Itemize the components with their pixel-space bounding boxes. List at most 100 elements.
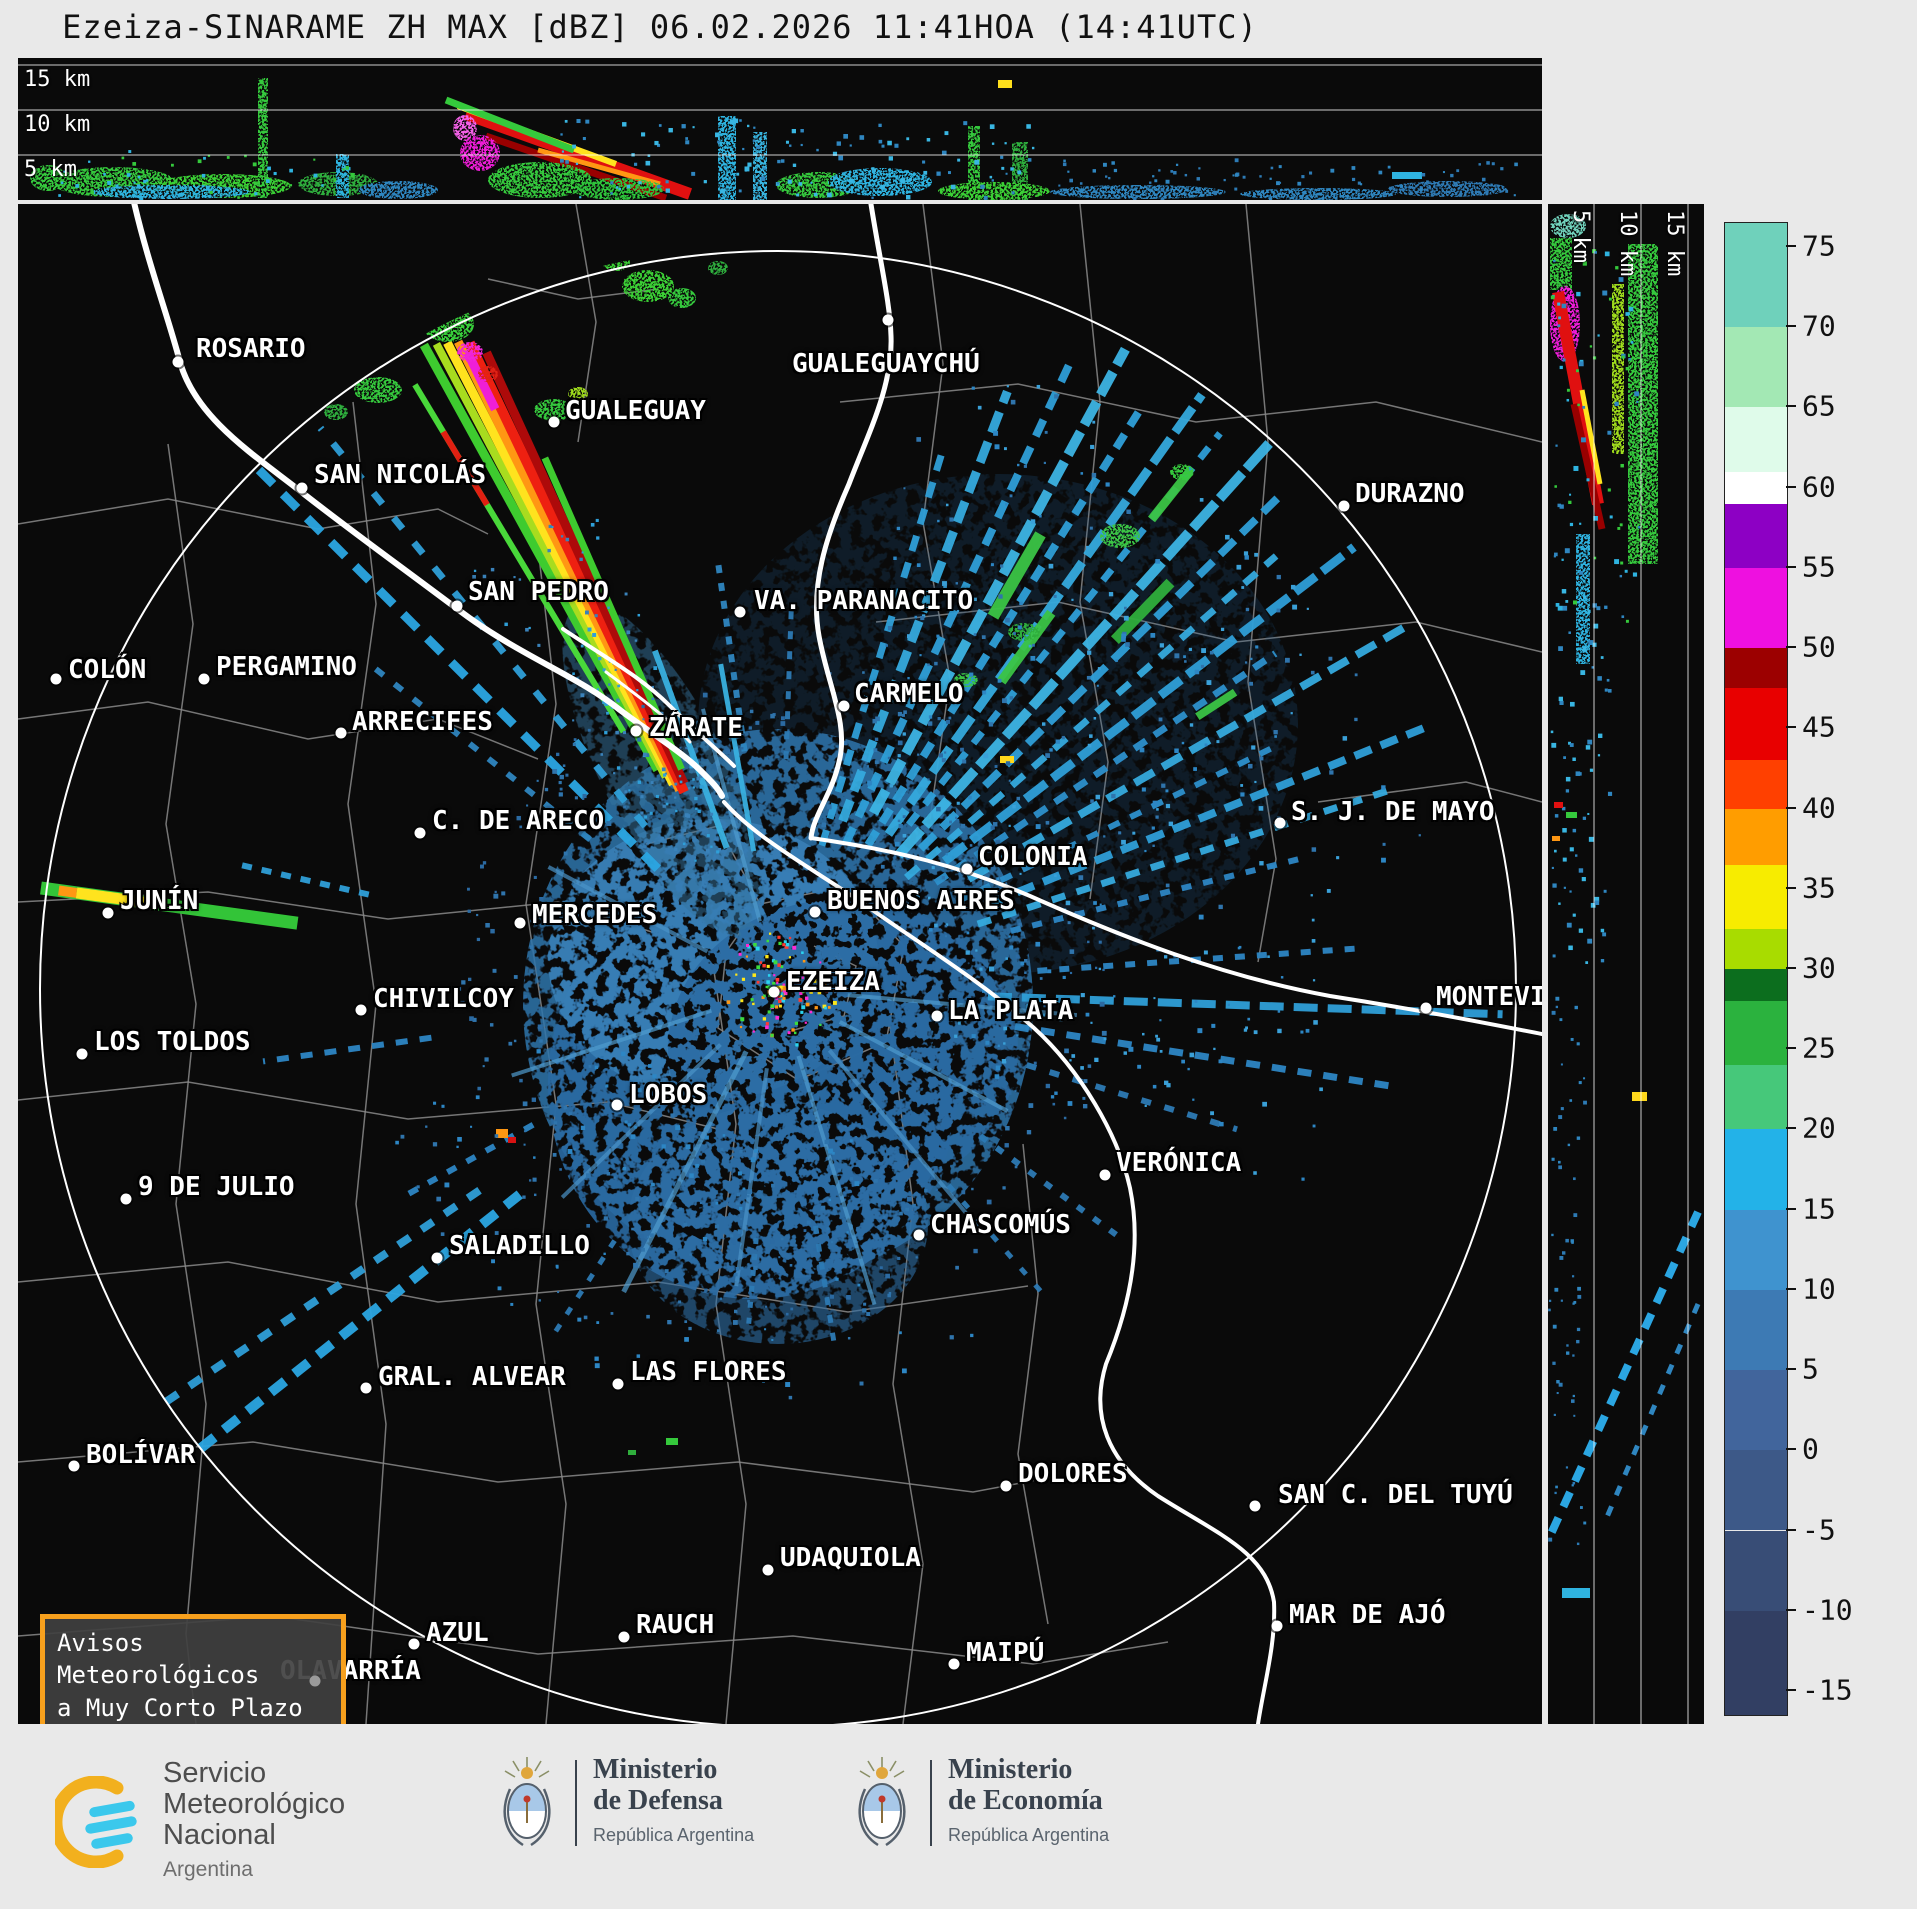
echo-dot <box>1000 155 1004 159</box>
echo-dot <box>765 1025 769 1030</box>
echo-dot <box>896 526 901 531</box>
echo-dot <box>1189 1052 1195 1058</box>
echo-dot <box>1597 754 1601 757</box>
echo-dot <box>887 625 893 631</box>
echo-dot <box>1593 623 1599 629</box>
echo-dot <box>1026 124 1031 129</box>
echo-dot <box>1232 174 1235 177</box>
echo-dot <box>1083 1079 1088 1084</box>
echo-dot <box>742 1187 746 1191</box>
echo-dot <box>831 1241 834 1244</box>
echo <box>568 387 588 401</box>
echo-dot <box>472 575 476 579</box>
echo-dot <box>776 981 779 984</box>
echo-dot <box>1578 772 1582 776</box>
echo-dot <box>802 959 806 963</box>
echo-dot <box>616 766 621 770</box>
echo-dot <box>460 1000 465 1005</box>
echo-spike <box>547 865 709 954</box>
echo-dot <box>1568 945 1573 951</box>
echo-dot <box>523 1244 526 1248</box>
colorbar-tick <box>1786 967 1796 969</box>
echo-dot <box>1569 890 1572 893</box>
echo-spike <box>941 543 1357 865</box>
echo <box>708 261 728 275</box>
echo-dot <box>849 144 852 147</box>
echo-dot <box>1486 161 1490 165</box>
echo-dot <box>674 796 677 799</box>
echo-dot <box>1199 498 1204 502</box>
echo-dot <box>710 845 713 848</box>
echo-dot <box>954 1034 958 1038</box>
echo-dot <box>606 711 609 715</box>
echo-dot <box>937 519 940 523</box>
echo-dot <box>1244 661 1248 664</box>
echo-dot <box>745 944 749 948</box>
echo-dot <box>830 1294 835 1299</box>
echo-dot <box>827 1006 831 1009</box>
echo-dot <box>1570 1239 1574 1243</box>
echo-dot <box>1243 1028 1248 1032</box>
echo-dot <box>843 740 848 746</box>
echo-dot <box>1041 722 1046 726</box>
echo-dot <box>494 1231 499 1235</box>
echo-dot <box>765 1022 769 1026</box>
echo-dot <box>747 1194 750 1198</box>
echo-dot <box>1565 257 1568 260</box>
smn-wordmark: Servicio Meteorológico Nacional Argentin… <box>163 1758 345 1885</box>
echo-dot <box>1210 1111 1215 1116</box>
echo-dot <box>944 751 947 754</box>
echo-dot <box>602 668 606 672</box>
echo-dot <box>740 999 744 1003</box>
echo-dot <box>1123 1051 1127 1055</box>
echo-dot <box>1585 961 1589 964</box>
echo-dot <box>863 1302 867 1306</box>
echo-dot <box>594 614 598 618</box>
echo-spike <box>262 1034 432 1065</box>
echo-dot <box>787 179 792 184</box>
echo-dot <box>1028 644 1032 648</box>
echo-dot <box>775 977 780 982</box>
echo-dot <box>692 778 695 781</box>
echo-dot <box>1170 170 1174 173</box>
echo-dot <box>1381 857 1386 863</box>
echo-dot <box>508 1041 513 1046</box>
echo-dot <box>603 1169 609 1175</box>
colorbar-tick-label: 45 <box>1802 710 1836 744</box>
echo-dot <box>1351 177 1356 182</box>
echo-dot <box>1579 1506 1583 1509</box>
advisory-box: Avisos Meteorológicos a Muy Corto Plazo <box>40 1614 346 1724</box>
echo-dot <box>530 919 534 923</box>
echo-dot <box>990 563 994 567</box>
echo-dot <box>467 887 470 891</box>
echo-dot <box>678 1300 682 1304</box>
echo-dot <box>993 822 998 827</box>
echo-dot <box>537 643 541 647</box>
echo-dot <box>1597 733 1603 738</box>
echo-dot <box>971 1034 976 1039</box>
echo <box>496 1129 508 1138</box>
echo-dot <box>736 172 740 176</box>
echo-dot <box>912 1203 916 1208</box>
echo-dot <box>1576 369 1579 373</box>
river <box>722 800 1277 1724</box>
echo-dot <box>1570 1037 1574 1041</box>
echo-dot <box>513 1039 517 1043</box>
echo-dot <box>568 1112 572 1116</box>
echo-dot <box>1165 789 1169 793</box>
echo-dot <box>1118 831 1122 835</box>
echo-dot <box>800 143 803 147</box>
defensa-wordmark: Ministerio de Defensa República Argentin… <box>593 1754 754 1851</box>
echo-dot <box>491 1259 495 1264</box>
echo <box>324 404 348 420</box>
echo-dot <box>1020 961 1025 966</box>
echo-dot <box>1562 358 1566 362</box>
echo-dot <box>603 1216 608 1221</box>
colorbar-tick-label: 35 <box>1802 871 1836 905</box>
echo-dot <box>1203 950 1208 955</box>
echo-dot <box>946 719 950 724</box>
echo-dot <box>1594 251 1598 254</box>
echo-dot <box>893 556 897 560</box>
echo-dot <box>695 1163 700 1168</box>
echo-dot <box>935 1188 938 1192</box>
